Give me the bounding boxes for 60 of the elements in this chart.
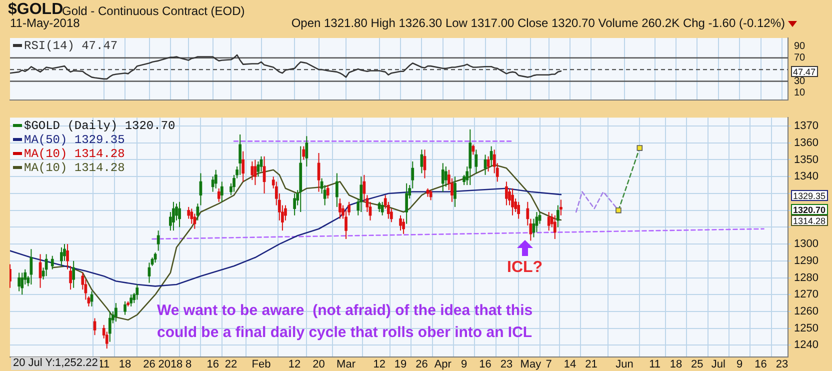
text: Open 1321.80 High 1326.30 Low 1317.00 Close 1320.70 Volume 260.2K Chg -1.60 (-0.12%)	[291, 16, 785, 30]
x-tick-label: 16	[206, 358, 219, 371]
chart-subtitle: Gold - Continuous Contract (EOD)	[62, 4, 245, 18]
x-tick-label: 18	[670, 358, 682, 371]
x-tick-label: Jun	[616, 358, 634, 371]
x-tick-label: May	[520, 358, 542, 371]
x-tick-label: Jul	[711, 358, 726, 371]
annotation: We want to be aware (not afraid) of the idea that this could be a final daily cycle that rolls ober into an ICL	[157, 301, 533, 343]
x-tick-label: 16	[479, 358, 492, 371]
x-tick-label: 20	[312, 358, 325, 371]
text: 1314.28	[791, 214, 828, 226]
x-tick-label: 23	[776, 358, 788, 371]
y-tick-label: 1360	[794, 136, 818, 149]
x-tick-label: 14	[564, 358, 576, 371]
x-tick-label: Feb	[252, 358, 271, 371]
legend-label: RSI(14) 47.47	[24, 39, 118, 53]
y-tick-label: 70	[794, 52, 806, 64]
x-tick-label: Apr	[434, 358, 452, 371]
text: 1320.70	[791, 204, 828, 216]
x-tick-label: 21	[585, 358, 598, 371]
y-tick-label: 1290	[794, 254, 818, 267]
text: 1329.35	[791, 190, 828, 201]
x-tick-label: 22	[224, 358, 238, 371]
y-tick-label: 90	[794, 40, 806, 52]
x-tick-label: 2018	[158, 358, 183, 371]
y-tick-label: 1300	[794, 238, 818, 250]
legend-label: MA(50) 1329.35	[24, 132, 125, 147]
x-tick-label: Mar	[336, 358, 356, 371]
x-tick-label: 12	[288, 358, 301, 371]
x-tick-label: 23	[500, 358, 513, 371]
legend-label: MA(10) 1314.28	[24, 146, 125, 161]
y-tick-label: 1370	[794, 120, 818, 132]
y-tick-label: 1240	[794, 339, 818, 352]
y-tick-label: 10	[794, 88, 806, 99]
x-tick-label: 8	[186, 358, 192, 371]
text: 47.47	[791, 66, 818, 78]
x-tick-label: 11	[649, 358, 661, 371]
y-tick-label: 1280	[794, 272, 818, 284]
legend-label: $GOLD (Daily) 1320.70	[24, 118, 176, 133]
annotation: ICL?	[507, 259, 543, 277]
x-tick-label: 9	[736, 358, 743, 371]
x-tick-label: 9	[461, 358, 468, 371]
annotation: 20 Jul Y:1,252.22	[11, 357, 100, 370]
y-tick-label: 1350	[794, 154, 818, 166]
chart-title: $GOLD	[8, 1, 64, 18]
legend-label: MA(10) 1314.28	[24, 160, 125, 175]
x-tick-label: 7	[546, 358, 552, 371]
y-tick-label: 1250	[794, 322, 818, 334]
x-tick-label: 26	[416, 358, 428, 371]
x-tick-label: 25	[691, 358, 704, 371]
x-tick-label: 16	[754, 358, 767, 371]
x-tick-label: 12	[373, 358, 386, 371]
x-tick-label: 19	[394, 358, 407, 371]
x-tick-label: 18	[118, 358, 132, 371]
text: 11-May-2018	[10, 16, 80, 30]
y-tick-label: 1270	[794, 288, 818, 301]
y-tick-label: 30	[794, 76, 806, 88]
y-tick-label: 1340	[794, 170, 818, 183]
x-tick-label: 26	[143, 358, 156, 371]
y-tick-label: 1260	[794, 306, 818, 318]
